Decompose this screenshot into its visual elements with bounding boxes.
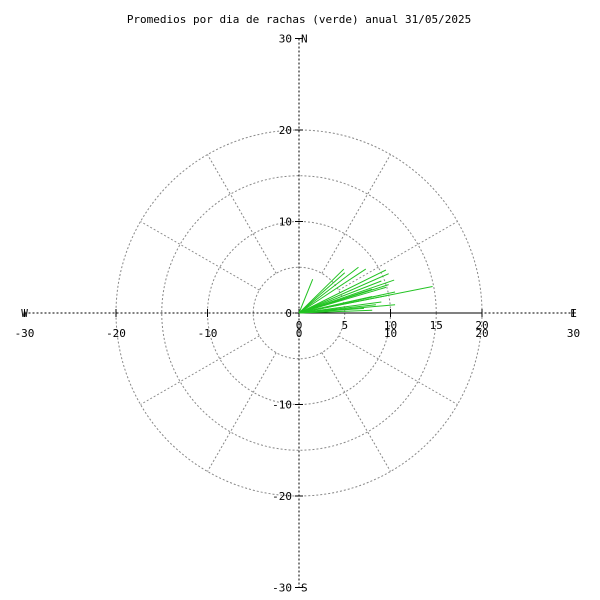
- y-tick-label: 20: [279, 124, 292, 137]
- gust-line: [298, 278, 314, 314]
- x-tick-label: 30: [567, 327, 580, 340]
- y-tick-label: 30: [279, 33, 292, 46]
- chart-title: Promedios por dia de rachas (verde) anua…: [127, 13, 471, 26]
- series-lines: [298, 266, 433, 314]
- ring-label: 15: [430, 319, 443, 332]
- compass-west-label: W: [21, 307, 28, 320]
- grid-spoke: [321, 352, 391, 472]
- ring-label: 20: [475, 319, 488, 332]
- gust-line: [298, 269, 387, 314]
- gust-line: [298, 273, 389, 314]
- grid-spoke: [207, 154, 277, 274]
- compass-east-label: E: [570, 307, 577, 320]
- grid-spoke: [140, 221, 260, 291]
- x-tick-label: -30: [15, 327, 35, 340]
- grid-spoke: [207, 352, 277, 472]
- y-tick-label: 0: [285, 307, 292, 320]
- x-tick-label: 20: [475, 327, 488, 340]
- compass-south-label: S: [301, 582, 308, 595]
- y-tick-label: 10: [279, 216, 292, 229]
- x-tick-label: -20: [106, 327, 126, 340]
- x-tick-label: -10: [198, 327, 218, 340]
- ring-label: 5: [341, 319, 348, 332]
- ring-label: 10: [384, 319, 397, 332]
- y-tick-label: -10: [272, 399, 292, 412]
- x-tick-label: 10: [384, 327, 397, 340]
- compass-north-label: N: [301, 33, 308, 46]
- gust-line: [298, 295, 387, 314]
- gust-line: [298, 266, 359, 314]
- gust-line: [298, 272, 346, 314]
- grid-spoke: [338, 221, 458, 291]
- ring-label: 0: [296, 319, 303, 332]
- y-tick-label: -20: [272, 490, 292, 503]
- grid-spoke: [321, 154, 391, 274]
- y-tick-label: -30: [272, 582, 292, 595]
- gust-line: [298, 280, 382, 314]
- axes: [24, 38, 574, 588]
- grid-spoke: [140, 335, 260, 405]
- x-tick-label: 0: [296, 327, 303, 340]
- gust-line: [298, 268, 367, 314]
- gust-line: [298, 268, 345, 314]
- gust-line: [298, 309, 373, 314]
- gust-line: [298, 286, 387, 314]
- grid-spoke: [338, 335, 458, 405]
- tick-labels: -30 -20 -10 0 10 20 30 -30 -20 -10 10 20 30 00 5 10 15 20…: [15, 33, 581, 595]
